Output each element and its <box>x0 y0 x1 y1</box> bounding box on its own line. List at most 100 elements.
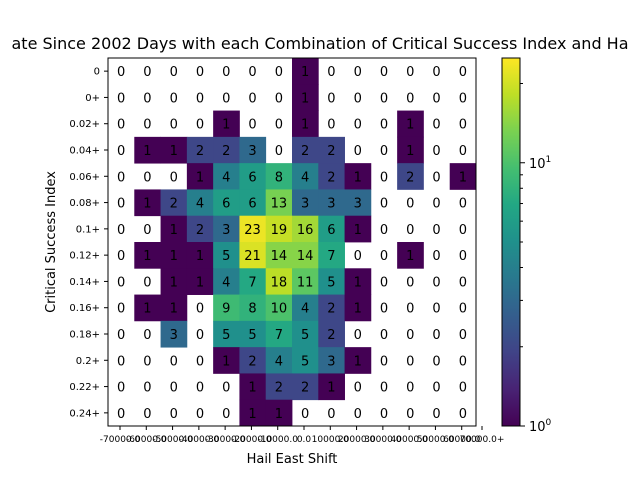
x-tick-label: 0.0 <box>297 435 312 445</box>
cell-value-label: 1 <box>222 354 230 369</box>
heatmap-cell <box>265 399 293 427</box>
heatmap-cell <box>186 163 214 190</box>
colorbar-gradient <box>501 57 521 427</box>
cell-value-label: 0 <box>459 354 467 369</box>
cell-value-label: 5 <box>301 354 309 369</box>
heatmap-cell <box>239 347 267 374</box>
heatmap-cell <box>318 294 345 322</box>
cell-value-label: 0 <box>432 118 440 133</box>
cell-value-label: 0 <box>459 144 467 159</box>
cell-value-label: 14 <box>271 249 288 264</box>
cell-value-label: 0 <box>380 302 388 317</box>
heatmap-cell <box>292 215 319 243</box>
cell-value-label: 0 <box>143 354 151 369</box>
cell-value-label: 3 <box>327 197 335 212</box>
heatmap-cell <box>344 294 372 322</box>
y-tick-label: 0.18+ <box>69 330 100 341</box>
cell-value-label: 0 <box>170 407 178 422</box>
y-tick-label: 0.14+ <box>69 277 100 288</box>
cell-value-label: 0 <box>459 197 467 212</box>
cell-value-label: 0 <box>432 144 440 159</box>
cell-value-label: 1 <box>143 249 151 264</box>
x-tick-label: -20000.0 <box>231 435 272 445</box>
cell-value-label: 2 <box>327 328 335 343</box>
heatmap-cell <box>160 294 188 322</box>
heatmap-cell <box>344 163 372 190</box>
cell-value-label: 0 <box>380 144 388 159</box>
cell-value-label: 0 <box>143 65 151 80</box>
cell-value-label: 1 <box>301 65 309 80</box>
cell-value-label: 21 <box>244 249 261 264</box>
cell-value-label: 1 <box>301 91 309 106</box>
cell-value-label: 0 <box>380 249 388 264</box>
cell-value-label: 1 <box>354 170 362 185</box>
cell-value-label: 0 <box>222 381 230 396</box>
cell-value-label: 1 <box>143 144 151 159</box>
cell-value-label: 0 <box>222 65 230 80</box>
heatmap-cell <box>292 58 319 85</box>
colorbar-tick-label: 100 <box>529 418 552 435</box>
cell-value-label: 0 <box>380 197 388 212</box>
cell-value-label: 0 <box>380 354 388 369</box>
heatmap-cell-labels: 0 0 0 0 0 0 0 1 0 0 0 0 0 0 0 0 0 0 0 0 0 1 0 0 0 0 0 0 0 0 0 0 1 0 0 1 0 0 0 1… <box>117 65 467 422</box>
heatmap-cell <box>213 163 240 190</box>
heatmap-cell <box>239 320 267 348</box>
x-tick-label: 20000.0 <box>338 435 375 445</box>
cell-value-label: 0 <box>117 381 125 396</box>
x-tick-label: -70000.0 <box>100 435 141 445</box>
cell-value-label: 0 <box>406 65 414 80</box>
cell-value-label: 1 <box>170 144 178 159</box>
heatmap-cell <box>318 373 345 401</box>
cell-value-label: 0 <box>196 354 204 369</box>
cell-value-label: 0 <box>248 65 256 80</box>
cell-value-label: 3 <box>248 144 256 159</box>
cell-value-label: 0 <box>354 118 362 133</box>
cell-value-label: 0 <box>170 354 178 369</box>
cell-value-label: 1 <box>248 407 256 422</box>
cell-value-label: 1 <box>406 118 414 133</box>
heatmap-cell <box>213 347 240 374</box>
cell-value-label: 0 <box>459 407 467 422</box>
cell-value-label: 0 <box>406 354 414 369</box>
heatmap-cell <box>265 189 293 217</box>
cell-value-label: 0 <box>143 118 151 133</box>
heatmap-cell <box>213 136 240 164</box>
cell-value-label: 9 <box>222 302 230 317</box>
heatmap-cell <box>186 189 214 217</box>
y-axis-ticks: 0 0+ 0.02+ 0.04+ 0.06+ 0.08+ 0.1+ 0.12+ 0.14+ 0.1… <box>69 67 108 419</box>
cell-value-label: 0 <box>354 65 362 80</box>
cell-value-label: 0 <box>406 91 414 106</box>
cell-value-label: 5 <box>222 249 230 264</box>
cell-value-label: 0 <box>406 302 414 317</box>
heatmap-cell <box>160 320 188 348</box>
cell-value-label: 0 <box>117 407 125 422</box>
cell-value-label: 7 <box>248 275 256 290</box>
cell-value-label: 0 <box>406 381 414 396</box>
cell-value-label: 0 <box>170 118 178 133</box>
cell-value-label: 6 <box>222 197 230 212</box>
heatmap-cell <box>239 268 267 295</box>
cell-value-label: 6 <box>327 223 335 238</box>
cell-value-label: 0 <box>459 249 467 264</box>
cell-value-label: 3 <box>301 197 309 212</box>
cell-value-label: 5 <box>327 275 335 290</box>
cell-value-label: 0 <box>275 144 283 159</box>
cell-value-label: 0 <box>117 118 125 133</box>
heatmap-cell <box>397 110 424 138</box>
heatmap-cell <box>134 242 161 269</box>
colorbar <box>501 57 521 427</box>
heatmap-cell <box>134 189 161 217</box>
heatmap-cell <box>239 294 267 322</box>
heatmap-cell <box>292 110 319 138</box>
cell-value-label: 0 <box>143 328 151 343</box>
cell-value-label: 13 <box>271 197 288 212</box>
heatmap-cell <box>292 347 319 374</box>
cell-value-label: 0 <box>117 223 125 238</box>
cell-value-label: 0 <box>459 91 467 106</box>
cell-value-label: 0 <box>327 65 335 80</box>
cell-value-label: 0 <box>432 275 440 290</box>
heatmap-cell <box>160 189 188 217</box>
heatmap-cell <box>318 215 345 243</box>
heatmap-cell <box>292 136 319 164</box>
cell-value-label: 3 <box>222 223 230 238</box>
